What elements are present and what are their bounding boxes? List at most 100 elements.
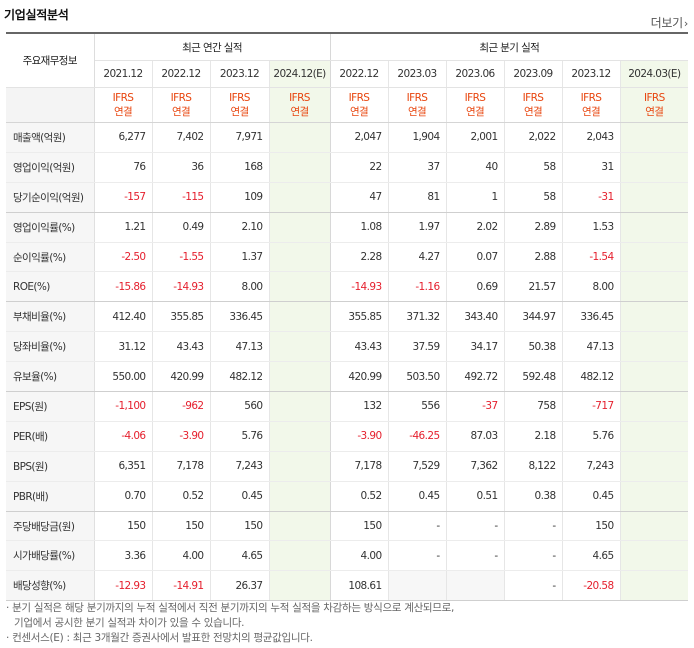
- table-row: BPS(원) 6,351 7,178 7,243 7,178 7,529 7,362 8,12…: [6, 451, 689, 482]
- value-cell: 6,351: [94, 451, 153, 482]
- basis-cell: IFRS 연결: [562, 87, 621, 123]
- value-cell: 132: [329, 391, 389, 422]
- value-cell: [620, 182, 689, 213]
- value-cell: 2.28: [329, 242, 389, 273]
- basis-scope: 연결: [581, 106, 601, 118]
- period-header: 2023.03: [388, 60, 447, 88]
- value-cell: 150: [210, 511, 270, 542]
- value-cell: 150: [152, 511, 211, 542]
- table-row: 부채비율(%) 412.40 355.85 336.45 355.85 371.32 343…: [6, 301, 689, 333]
- table-row: 영업이익률(%) 1.21 0.49 2.10 1.08 1.97 2.02 2.89 1.53: [6, 212, 689, 243]
- value-cell: [620, 421, 689, 452]
- row-label: 매출액(억원): [6, 122, 95, 153]
- period-header: 2023.12: [562, 60, 621, 88]
- value-cell: 2.02: [446, 212, 505, 243]
- value-cell: 26.37: [210, 570, 270, 602]
- value-cell: 1.97: [388, 212, 447, 243]
- value-cell: 109: [210, 182, 270, 213]
- table-row: 당좌비율(%) 31.12 43.43 47.13 43.43 37.59 34.17 50.…: [6, 331, 689, 363]
- value-cell: 7,529: [388, 451, 447, 482]
- value-cell: 336.45: [210, 301, 270, 333]
- basis-standard: IFRS: [112, 92, 134, 104]
- value-cell: 336.45: [562, 301, 621, 333]
- value-cell: 40: [446, 152, 505, 183]
- value-cell: 108.61: [329, 570, 389, 602]
- row-label: BPS(원): [6, 451, 95, 482]
- table-row: 주당배당금(원) 150 150 150 150- - -150: [6, 511, 689, 542]
- value-cell: -1.16: [388, 271, 447, 303]
- value-cell: 412.40: [94, 301, 153, 333]
- value-cell: 7,402: [152, 122, 211, 153]
- value-cell: -1,100: [94, 391, 153, 422]
- value-cell: 50.38: [504, 331, 563, 363]
- value-cell: 58: [504, 182, 563, 213]
- value-cell: [269, 540, 331, 572]
- row-label: 당기순이익(억원): [6, 182, 95, 213]
- value-cell: -46.25: [388, 421, 447, 452]
- value-cell: [620, 570, 689, 602]
- table-row: 영업이익(억원) 76 36 168 22 37 40 58 31: [6, 152, 689, 183]
- value-cell: 37.59: [388, 331, 447, 363]
- value-cell: -: [504, 540, 563, 572]
- period-row: 2021.12 2022.12 2023.12 2024.12(E) 2022.12 20…: [6, 60, 689, 88]
- value-cell: 7,362: [446, 451, 505, 482]
- value-cell: -: [504, 511, 563, 542]
- value-cell: 4.27: [388, 242, 447, 273]
- value-cell: -37: [446, 391, 505, 422]
- basis-standard: IFRS: [643, 92, 665, 104]
- row-label: PBR(배): [6, 481, 95, 512]
- value-cell: 87.03: [446, 421, 505, 452]
- value-cell: -115: [152, 182, 211, 213]
- period-header: 2023.12: [210, 60, 270, 88]
- footnotes: · 분기 실적은 해당 분기까지의 누적 실적에서 직전 분기까지의 누적 실적…: [6, 601, 454, 646]
- basis-cell: IFRS 연결: [504, 87, 563, 123]
- value-cell: [620, 361, 689, 393]
- row-label: 당좌비율(%): [6, 331, 95, 363]
- value-cell: 420.99: [329, 361, 389, 393]
- basis-standard: IFRS: [522, 92, 544, 104]
- value-cell: 0.70: [94, 481, 153, 512]
- value-cell: 2,022: [504, 122, 563, 153]
- value-cell: 0.49: [152, 212, 211, 243]
- row-label: 유보율(%): [6, 361, 95, 393]
- basis-cell: IFRS 연결: [446, 87, 505, 123]
- value-cell: -1.55: [152, 242, 211, 273]
- financial-table: 주요재무정보 최근 연간 실적 최근 분기 실적 2021.12 2022.12 2…: [6, 32, 689, 602]
- footnote-line: 기업에서 공시한 분기 실적과 차이가 있을 수 있습니다.: [14, 617, 245, 629]
- value-cell: 22: [329, 152, 389, 183]
- period-header: 2024.03(E): [620, 60, 689, 88]
- value-cell: -14.93: [152, 271, 211, 303]
- value-cell: -3.90: [152, 421, 211, 452]
- footnote-line: · 컨센서스(E) : 최근 3개월간 증권사에서 발표한 전망치의 평균값입니…: [6, 632, 313, 644]
- value-cell: 560: [210, 391, 270, 422]
- value-cell: 371.32: [388, 301, 447, 333]
- table-row: 순이익률(%) -2.50 -1.55 1.37 2.28 4.27 0.07 2.88 -1.…: [6, 242, 689, 273]
- value-cell: [620, 122, 689, 153]
- table-row: PBR(배) 0.70 0.52 0.45 0.52 0.45 0.51 0.38 0.45: [6, 481, 689, 512]
- value-cell: 4.65: [562, 540, 621, 572]
- value-cell: 1.21: [94, 212, 153, 243]
- value-cell: 34.17: [446, 331, 505, 363]
- value-cell: [269, 301, 331, 333]
- value-cell: 1.53: [562, 212, 621, 243]
- basis-scope: 연결: [290, 106, 309, 118]
- value-cell: -: [446, 540, 505, 572]
- row-label: 영업이익(억원): [6, 152, 95, 183]
- value-cell: 2,001: [446, 122, 505, 153]
- value-cell: -31: [562, 182, 621, 213]
- basis-standard: IFRS: [406, 92, 428, 104]
- row-header-label: 주요재무정보: [6, 33, 95, 88]
- annual-header: 최근 연간 실적: [94, 33, 331, 61]
- row-label: EPS(원): [6, 391, 95, 422]
- value-cell: 6,277: [94, 122, 153, 153]
- more-link[interactable]: 더보기›: [651, 14, 689, 31]
- value-cell: 556: [388, 391, 447, 422]
- value-cell: 0.52: [152, 481, 211, 512]
- table-row: EPS(원) -1,100 -962 560 132 556 -37 758 -717: [6, 391, 689, 422]
- value-cell: [269, 451, 331, 482]
- period-header: 2023.06: [446, 60, 505, 88]
- value-cell: 7,178: [329, 451, 389, 482]
- basis-scope: 연결: [230, 106, 249, 118]
- value-cell: 2.18: [504, 421, 563, 452]
- value-cell: -: [388, 540, 447, 572]
